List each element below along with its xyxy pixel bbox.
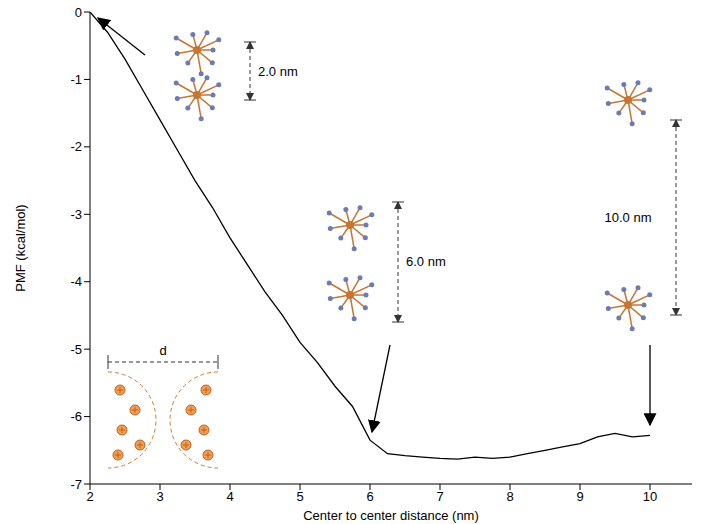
svg-text:0: 0 xyxy=(75,5,82,20)
svg-text:-3: -3 xyxy=(70,207,82,222)
svg-text:-4: -4 xyxy=(70,274,82,289)
svg-text:10.0 nm: 10.0 nm xyxy=(605,210,652,225)
svg-text:-2: -2 xyxy=(70,139,82,154)
svg-text:7: 7 xyxy=(436,489,443,504)
svg-text:10: 10 xyxy=(643,489,657,504)
svg-text:4: 4 xyxy=(226,489,233,504)
svg-text:PMF (kcal/mol): PMF (kcal/mol) xyxy=(13,204,28,291)
svg-text:-7: -7 xyxy=(70,477,82,492)
svg-text:3: 3 xyxy=(156,489,163,504)
svg-text:Center to center distance (nm): Center to center distance (nm) xyxy=(303,508,479,523)
svg-text:-1: -1 xyxy=(70,72,82,87)
svg-text:-5: -5 xyxy=(70,342,82,357)
svg-text:2: 2 xyxy=(86,489,93,504)
svg-text:6.0 nm: 6.0 nm xyxy=(406,254,446,269)
svg-text:9: 9 xyxy=(576,489,583,504)
svg-text:6: 6 xyxy=(366,489,373,504)
svg-text:5: 5 xyxy=(296,489,303,504)
svg-text:d: d xyxy=(159,343,166,358)
svg-text:-6: -6 xyxy=(70,409,82,424)
svg-text:8: 8 xyxy=(506,489,513,504)
svg-text:2.0 nm: 2.0 nm xyxy=(258,64,298,79)
